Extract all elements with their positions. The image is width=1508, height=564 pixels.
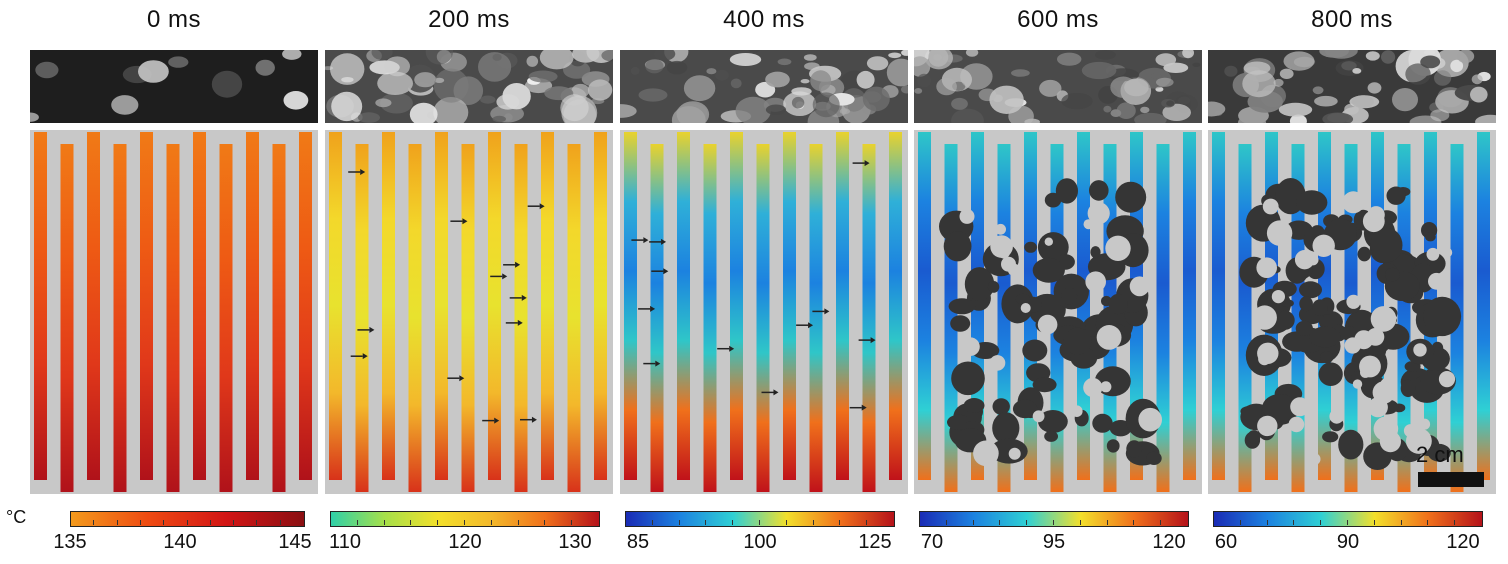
colorbar-tick-label: 130	[558, 531, 592, 553]
colorbar-tick-label: 120	[448, 531, 482, 553]
panel-3: 600 ms 70 95 120	[914, 0, 1202, 564]
channel-stripe	[435, 132, 448, 480]
channel-stripe	[1212, 132, 1225, 480]
channel-stripe	[34, 132, 47, 480]
panel-1: 200 ms 110 120 130	[325, 0, 613, 564]
colorbar-tick-label: 85	[626, 531, 650, 553]
thermal-map	[620, 130, 908, 494]
scale-bar	[1418, 472, 1484, 487]
channel-stripe	[918, 132, 931, 480]
scale-bar-label: 2 cm	[1416, 442, 1464, 467]
channel-stripe	[246, 132, 259, 480]
panel-time-label: 400 ms	[723, 6, 805, 33]
channel-stripe	[382, 132, 395, 480]
colorbar-tick-label: 70	[920, 531, 944, 553]
panel-2: 400 ms 85 100 125	[620, 0, 908, 564]
channel-stripe	[809, 144, 823, 492]
channel-stripe	[193, 132, 206, 480]
thermal-map	[914, 130, 1202, 494]
panel-4: 800 ms 60 90 120	[1208, 0, 1496, 564]
channel-stripe	[624, 132, 637, 480]
colorbar-tick-label: 60	[1214, 531, 1238, 553]
colorbar-tick-label: 120	[1152, 531, 1186, 553]
channel-stripe	[219, 144, 233, 492]
panel-time-label: 800 ms	[1311, 6, 1393, 33]
colorbar-tick-label: 90	[1336, 531, 1360, 553]
channel-stripe	[329, 132, 342, 480]
channel-stripe	[140, 132, 153, 480]
boiling-photo	[1208, 50, 1496, 123]
boiling-photo	[914, 50, 1202, 123]
channel-stripe	[408, 144, 422, 492]
colorbar	[330, 511, 600, 527]
panel-0: 0 ms 135 140 145 °C	[6, 0, 318, 564]
channel-stripe	[514, 144, 528, 492]
channel-stripe	[60, 144, 74, 492]
panel-time-label: 600 ms	[1017, 6, 1099, 33]
colorbar-tick-label: 125	[858, 531, 892, 553]
channel-stripe	[889, 132, 902, 480]
channel-stripe	[730, 132, 743, 480]
channel-stripe	[1477, 132, 1490, 480]
colorbar-tick-label: 95	[1042, 531, 1066, 553]
channel-stripe	[166, 144, 180, 492]
boiling-photo	[30, 50, 318, 123]
boiling-photo	[325, 50, 613, 123]
colorbar-tick-label: 100	[743, 531, 777, 553]
channel-stripe	[650, 144, 664, 492]
channel-stripe	[783, 132, 796, 480]
colorbar-tick-label: 135	[53, 531, 87, 553]
channel-stripe	[113, 144, 127, 492]
colorbar-tick-label: 140	[163, 531, 197, 553]
channel-stripe	[862, 144, 876, 492]
channel-stripe	[567, 144, 581, 492]
colorbar-tick-label: 110	[329, 531, 361, 553]
colorbar-tick-label: 120	[1446, 531, 1480, 553]
thermal-map	[1208, 130, 1496, 494]
channel-stripe	[1156, 144, 1170, 492]
channel-stripe	[756, 144, 770, 492]
unit-label: °C	[6, 507, 27, 527]
thermal-map	[30, 130, 318, 494]
channel-stripe	[1183, 132, 1196, 480]
colorbar	[919, 511, 1189, 527]
panel-time-label: 200 ms	[428, 6, 510, 33]
channel-stripe	[594, 132, 607, 480]
channel-stripe	[488, 132, 501, 480]
channel-stripe	[355, 144, 369, 492]
boiling-photo	[620, 50, 908, 123]
panel-time-label: 0 ms	[146, 6, 201, 33]
channel-stripe	[461, 144, 475, 492]
thermal-map	[325, 130, 613, 494]
channel-stripe	[299, 132, 312, 480]
colorbar	[70, 511, 305, 527]
colorbar	[625, 511, 895, 527]
colorbar	[1213, 511, 1483, 527]
channel-stripe	[677, 132, 690, 480]
channel-stripe	[836, 132, 849, 480]
channel-stripe	[272, 144, 286, 492]
channel-stripe	[541, 132, 554, 480]
channel-stripe	[703, 144, 717, 492]
colorbar-tick-label: 145	[278, 531, 312, 553]
channel-stripe	[87, 132, 100, 480]
